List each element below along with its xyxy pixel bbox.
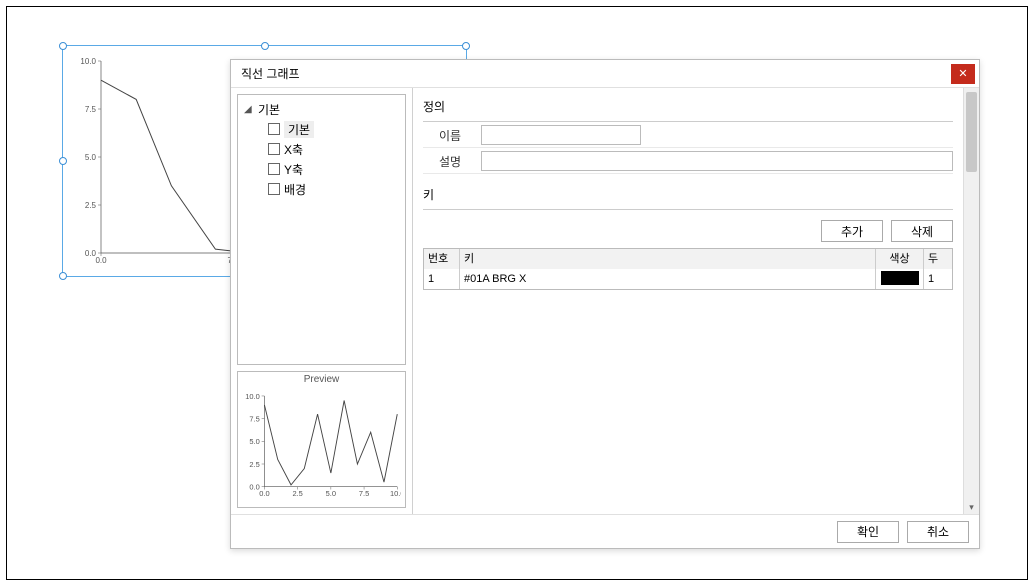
svg-text:2.5: 2.5 xyxy=(249,460,259,469)
svg-text:10.0: 10.0 xyxy=(80,57,96,66)
svg-text:10.0: 10.0 xyxy=(245,392,260,401)
preview-title: Preview xyxy=(238,372,405,387)
tree-root[interactable]: ◢ 기본 xyxy=(240,99,403,119)
tree-item[interactable]: X축 xyxy=(240,139,403,159)
tree-root-label: 기본 xyxy=(258,101,280,118)
canvas-chart-svg: 0.07.50.02.55.07.510.0 xyxy=(77,57,237,267)
svg-text:5.0: 5.0 xyxy=(249,437,259,446)
svg-text:2.5: 2.5 xyxy=(292,489,302,498)
tree-collapse-icon[interactable]: ◢ xyxy=(244,104,254,115)
svg-text:10.0: 10.0 xyxy=(390,489,401,498)
options-tree[interactable]: ◢ 기본 기본 X축 Y축배경 xyxy=(237,94,406,365)
svg-text:0.0: 0.0 xyxy=(95,256,107,265)
desc-label: 설명 xyxy=(423,153,473,170)
dialog-title: 직선 그래프 xyxy=(241,65,951,82)
tree-item[interactable]: 기본 xyxy=(240,119,403,139)
preview-chart-svg: 0.0 2.5 5.0 7.5 10.0 0.0 2.5 5.0 7.5 10.0 xyxy=(242,389,401,503)
cell-width[interactable]: 1 xyxy=(924,269,952,289)
svg-text:7.5: 7.5 xyxy=(249,414,259,423)
tree-item-label: 기본 xyxy=(284,121,314,138)
svg-text:7.5: 7.5 xyxy=(85,105,97,114)
resize-handle-w[interactable] xyxy=(59,157,67,165)
svg-text:5.0: 5.0 xyxy=(326,489,336,498)
tree-item-label: 배경 xyxy=(284,181,306,198)
checkbox-icon[interactable] xyxy=(268,163,280,175)
col-header-width[interactable]: 두 xyxy=(924,249,952,269)
col-header-no[interactable]: 번호 xyxy=(424,249,460,269)
desc-input[interactable] xyxy=(481,151,953,171)
line-graph-dialog: 직선 그래프 ✕ ◢ 기본 기본 X축 Y축배경 Preview 0.0 2.5 5.0… xyxy=(230,59,980,549)
canvas-chart[interactable]: 0.07.50.02.55.07.510.0 xyxy=(77,57,237,267)
resize-handle-sw[interactable] xyxy=(59,272,67,280)
delete-button[interactable]: 삭제 xyxy=(891,220,953,242)
tree-item[interactable]: 배경 xyxy=(240,179,403,199)
dialog-titlebar[interactable]: 직선 그래프 ✕ xyxy=(231,60,979,88)
checkbox-icon[interactable] xyxy=(268,123,280,135)
add-button[interactable]: 추가 xyxy=(821,220,883,242)
cell-no: 1 xyxy=(424,269,460,289)
scroll-down-icon[interactable]: ▾ xyxy=(964,500,979,514)
resize-handle-ne[interactable] xyxy=(462,42,470,50)
svg-text:2.5: 2.5 xyxy=(85,201,97,210)
tree-item-label: X축 xyxy=(284,141,303,158)
svg-text:5.0: 5.0 xyxy=(85,153,97,162)
right-pane: 정의 이름 설명 키 추가 삭제 xyxy=(413,88,963,514)
definition-section-title: 정의 xyxy=(423,98,953,115)
checkbox-icon[interactable] xyxy=(268,143,280,155)
vertical-scrollbar[interactable]: ▴ ▾ xyxy=(963,88,979,514)
scroll-thumb[interactable] xyxy=(966,92,977,172)
svg-text:7.5: 7.5 xyxy=(359,489,369,498)
cell-key[interactable]: #01A BRG X xyxy=(460,269,876,289)
tree-item[interactable]: Y축 xyxy=(240,159,403,179)
resize-handle-nw[interactable] xyxy=(59,42,67,50)
col-header-key[interactable]: 키 xyxy=(460,249,876,269)
grid-header: 번호 키 색상 두 xyxy=(424,249,952,269)
table-row[interactable]: 1#01A BRG X1 xyxy=(424,269,952,289)
svg-text:0.0: 0.0 xyxy=(259,489,269,498)
col-header-color[interactable]: 색상 xyxy=(876,249,924,269)
preview-panel: Preview 0.0 2.5 5.0 7.5 10.0 0.0 2.5 5.0 7.5 10.0 xyxy=(237,371,406,508)
ok-button[interactable]: 확인 xyxy=(837,521,899,543)
dialog-footer: 확인 취소 xyxy=(231,514,979,548)
name-input[interactable] xyxy=(481,125,641,145)
resize-handle-n[interactable] xyxy=(261,42,269,50)
document-frame: 0.07.50.02.55.07.510.0 직선 그래프 ✕ ◢ 기본 기본X… xyxy=(6,6,1028,580)
close-button[interactable]: ✕ xyxy=(951,64,975,84)
keys-section-title: 키 xyxy=(423,186,953,203)
keys-grid[interactable]: 번호 키 색상 두 1#01A BRG X1 xyxy=(423,248,953,290)
left-pane: ◢ 기본 기본X축Y축배경 Preview 0.02.55.07.510.00.… xyxy=(231,88,413,514)
checkbox-icon[interactable] xyxy=(268,183,280,195)
cell-color[interactable] xyxy=(876,269,924,289)
svg-text:0.0: 0.0 xyxy=(85,249,97,258)
cancel-button[interactable]: 취소 xyxy=(907,521,969,543)
close-icon: ✕ xyxy=(958,68,967,80)
svg-text:0.0: 0.0 xyxy=(249,482,259,491)
name-label: 이름 xyxy=(423,127,473,144)
tree-item-label: Y축 xyxy=(284,161,303,178)
